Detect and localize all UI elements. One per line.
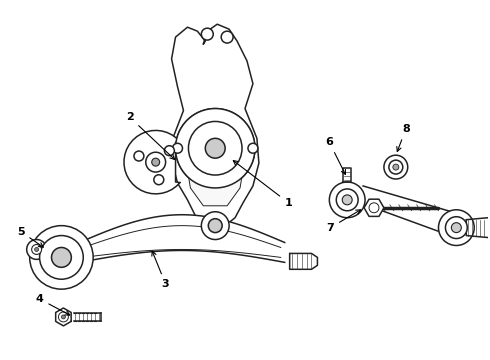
Circle shape (51, 247, 72, 267)
Circle shape (439, 210, 474, 246)
Polygon shape (56, 308, 71, 326)
Circle shape (32, 244, 42, 255)
Circle shape (58, 312, 69, 322)
Circle shape (389, 160, 403, 174)
Circle shape (172, 143, 182, 153)
Circle shape (26, 239, 47, 260)
Text: 1: 1 (233, 161, 293, 208)
Text: 4: 4 (36, 294, 70, 315)
Circle shape (175, 109, 255, 188)
Polygon shape (79, 215, 285, 262)
Circle shape (329, 182, 365, 218)
Text: 6: 6 (325, 137, 345, 175)
Polygon shape (290, 253, 318, 269)
Polygon shape (343, 168, 351, 182)
Circle shape (384, 155, 408, 179)
Polygon shape (363, 186, 458, 239)
Circle shape (201, 212, 229, 239)
Circle shape (221, 31, 233, 43)
Circle shape (30, 226, 93, 289)
Text: 7: 7 (326, 210, 361, 233)
Polygon shape (124, 130, 180, 194)
Circle shape (248, 143, 258, 153)
Circle shape (134, 151, 144, 161)
Circle shape (201, 28, 213, 40)
Text: 2: 2 (126, 112, 174, 159)
Circle shape (393, 164, 399, 170)
Polygon shape (364, 199, 384, 216)
Circle shape (154, 175, 164, 185)
Text: 8: 8 (397, 125, 410, 152)
Circle shape (189, 121, 242, 175)
Circle shape (146, 152, 166, 172)
Circle shape (175, 109, 255, 188)
Text: 5: 5 (17, 226, 43, 247)
Circle shape (61, 315, 65, 319)
Circle shape (451, 223, 461, 233)
Circle shape (40, 235, 83, 279)
Circle shape (189, 121, 242, 175)
Polygon shape (172, 24, 259, 230)
Circle shape (342, 195, 352, 205)
Circle shape (205, 138, 225, 158)
Circle shape (152, 158, 160, 166)
Circle shape (336, 189, 358, 211)
Circle shape (445, 217, 467, 239)
Polygon shape (466, 218, 490, 238)
Circle shape (205, 138, 225, 158)
Polygon shape (185, 117, 245, 206)
Text: 3: 3 (152, 251, 170, 289)
Circle shape (165, 146, 174, 156)
Circle shape (35, 247, 39, 251)
Circle shape (208, 219, 222, 233)
Circle shape (369, 203, 379, 213)
